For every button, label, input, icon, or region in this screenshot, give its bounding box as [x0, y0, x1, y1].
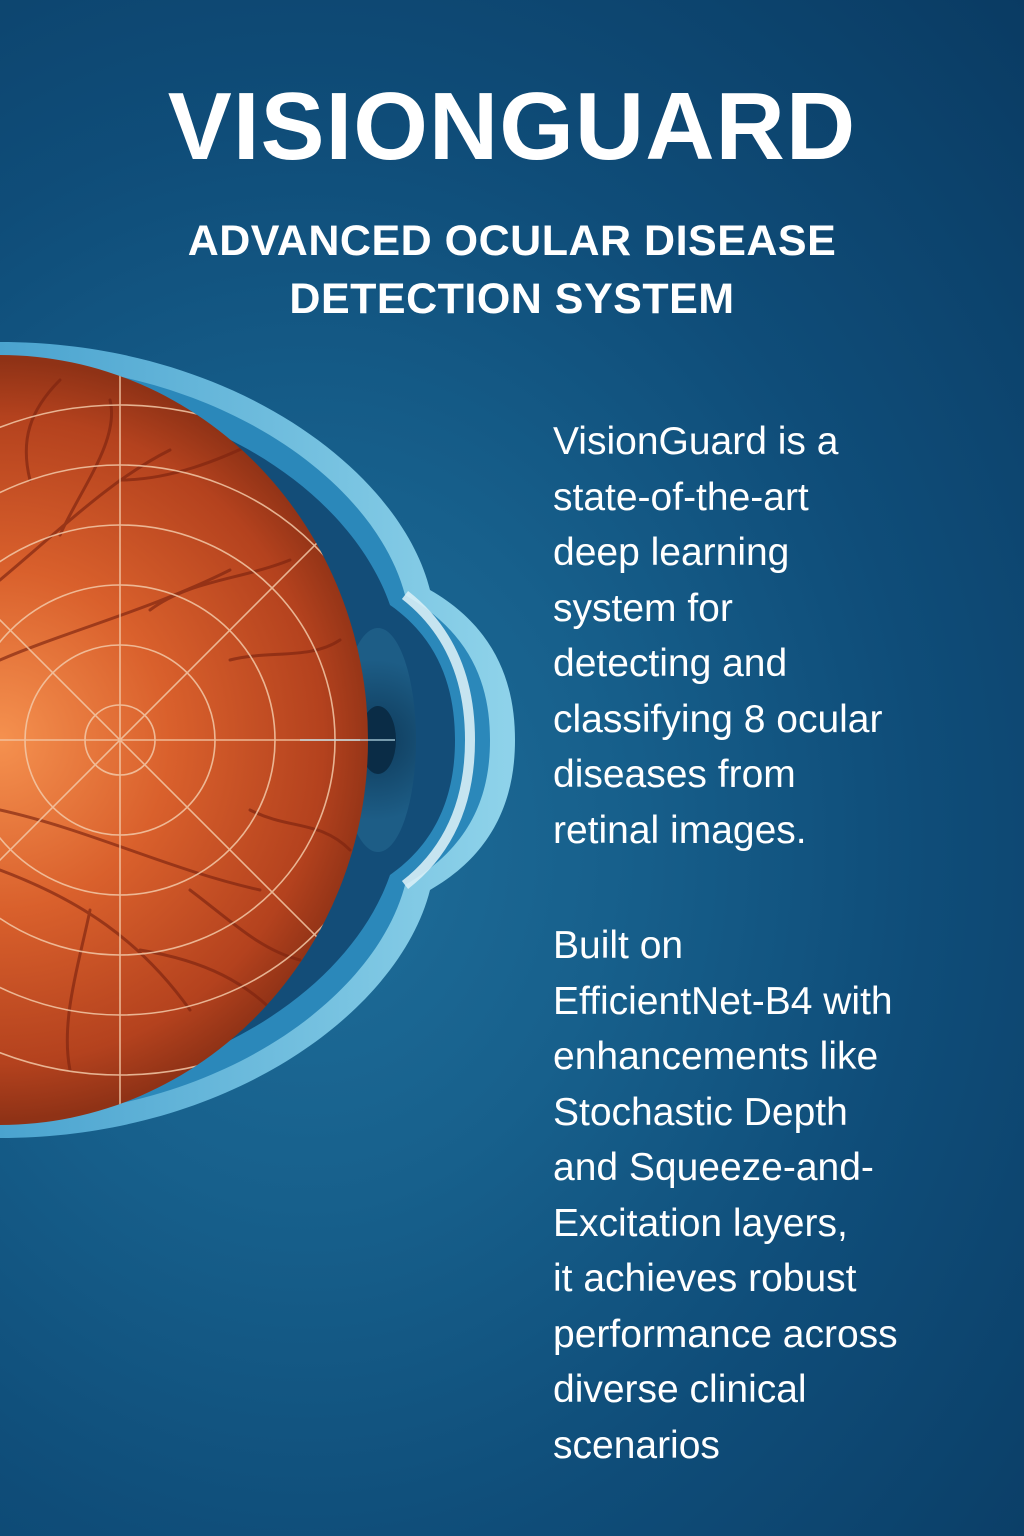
description-paragraph: VisionGuard is a state-of-the-art deep l…	[553, 414, 993, 858]
description-paragraph: Built on EfficientNet-B4 with enhancemen…	[553, 918, 993, 1473]
description-line: retinal images.	[553, 808, 807, 852]
description-line: and Squeeze-and-	[553, 1146, 874, 1189]
page-title: VISIONGUARD	[167, 73, 857, 180]
description-line: performance across	[553, 1312, 898, 1356]
description-line: Built on	[553, 924, 684, 967]
description-line: Excitation layers,	[553, 1201, 848, 1245]
description-line: state-of-the-art	[553, 475, 809, 519]
subtitle-line: DETECTION SYSTEM	[289, 275, 735, 323]
description-line: VisionGuard is a	[553, 420, 839, 463]
description-line: diverse clinical	[553, 1368, 807, 1411]
description-line: Stochastic Depth	[553, 1090, 848, 1134]
description-line: diseases from	[553, 753, 796, 796]
description-line: deep learning	[553, 531, 790, 574]
description-line: enhancements like	[553, 1035, 879, 1078]
description-line: classifying 8 ocular	[553, 697, 883, 741]
description-line: detecting and	[553, 642, 788, 685]
description-line: system for	[553, 586, 733, 630]
subtitle-line: ADVANCED OCULAR DISEASE	[187, 217, 837, 265]
description-line: it achieves robust	[553, 1257, 857, 1300]
description-line: scenarios	[553, 1423, 720, 1467]
subtitle: ADVANCED OCULAR DISEASE DETECTION SYSTEM	[100, 212, 924, 328]
eye-cross-section-icon	[0, 342, 515, 1138]
description-line: EfficientNet-B4 with	[553, 979, 893, 1023]
